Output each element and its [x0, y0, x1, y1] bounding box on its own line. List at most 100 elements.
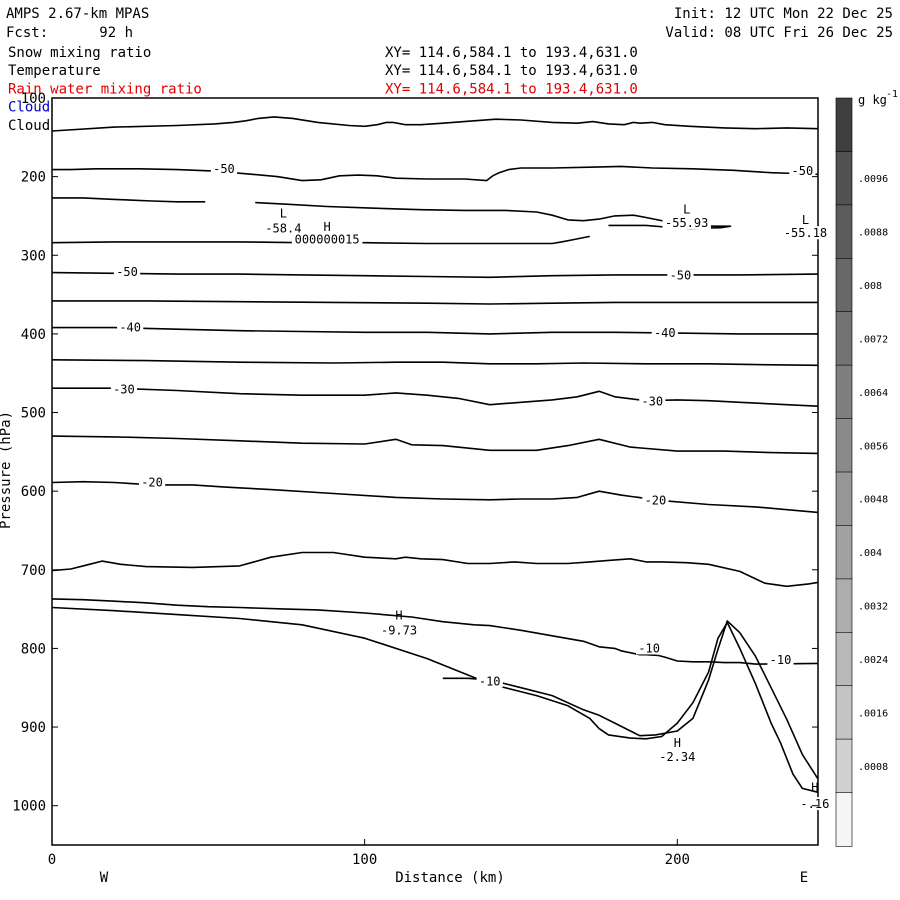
contour-label-bg: [117, 320, 144, 334]
isotherm-contour-c4: [255, 201, 732, 230]
contour-label-bg: [767, 653, 794, 667]
contour-label-bg: [642, 493, 669, 507]
extremum-marker: H: [811, 781, 818, 795]
isotherm-contour-c1: [51, 116, 819, 132]
contour-label-bg: [636, 641, 663, 655]
extremum-marker: L: [280, 207, 287, 221]
colorbar-label: .0096: [858, 174, 888, 185]
colorbar-label: .004: [858, 548, 882, 559]
model-title: AMPS 2.67-km MPAS: [6, 6, 149, 22]
y-tick-label: 300: [21, 248, 46, 264]
isotherm-contour-c5: [51, 235, 590, 245]
contour-label: -50: [792, 164, 814, 178]
x-axis-label: Distance (km): [395, 870, 505, 886]
contour-label: -50: [213, 162, 235, 176]
isotherm-contour-c7: [52, 300, 818, 305]
colorbar-label: .0032: [858, 602, 888, 613]
contour-label-bg: [789, 164, 816, 178]
y-tick-label: 600: [21, 484, 46, 500]
contour-label: -.16: [800, 797, 829, 811]
contour-label: -55.93: [665, 216, 708, 230]
colorbar-label: .0056: [858, 441, 888, 452]
colorbar-swatch: [835, 364, 853, 420]
colorbar-swatch: [835, 204, 853, 260]
contour-label: -10: [638, 641, 660, 655]
contour-label: -40: [119, 321, 141, 335]
field-cross-section-coords: XY= 114.6,584.1 to 193.4,631.0: [385, 45, 638, 61]
contour-label-bg: [138, 475, 166, 489]
contour-label-bg: [210, 161, 238, 175]
contour-label-bg: [378, 623, 420, 637]
isotherm-contour-c11: [51, 435, 819, 455]
contour-label: -20: [645, 494, 667, 508]
colorbar-label: .0016: [858, 708, 888, 719]
isotherm-contour-c10: [52, 387, 819, 407]
contour-label: -50: [670, 269, 692, 283]
extremum-marker: H: [395, 608, 402, 622]
contour-label: -10: [479, 674, 501, 688]
isotherm-contour-c16: [51, 606, 819, 794]
colorbar-swatch: [835, 471, 853, 527]
axes: 100 200 300 400 500 600 700 800 900 1000 0 100 200: [12, 91, 818, 868]
isotherm-contour-c9: [51, 359, 819, 367]
forecast-hours: 92 h: [99, 25, 133, 41]
contour-label: -30: [641, 395, 663, 409]
colorbar-swatch: [835, 578, 853, 634]
valid-time: Valid: 08 UTC Fri 26 Dec 25: [665, 25, 893, 41]
isotherm-contour-c14: [51, 598, 819, 665]
contour-label-bg: [798, 797, 832, 811]
colorbar-label: .008: [858, 281, 882, 292]
contour-label-bg: [476, 674, 503, 688]
colorbar-unit: g kg: [858, 93, 887, 107]
contour-label: 000000015: [295, 233, 360, 247]
contour-label: -40: [654, 326, 676, 340]
contour-label-bg: [110, 382, 138, 396]
contour-label: -20: [141, 476, 163, 490]
contour-label-bg: [262, 221, 304, 235]
forecast-label: Fcst:: [6, 25, 48, 41]
field-cross-section-coords: XY= 114.6,584.1 to 193.4,631.0: [385, 81, 638, 97]
extremum-marker: H: [674, 736, 681, 750]
colorbar-label: .0024: [858, 655, 888, 666]
contour-label-bg: [651, 326, 678, 340]
colorbar-swatch: [835, 311, 853, 366]
colorbar-label: .0048: [858, 495, 888, 506]
extremum-marker: L: [683, 203, 690, 217]
contour-label: -55.18: [784, 226, 827, 240]
colorbar-label: .0064: [858, 388, 888, 399]
contour-label-bg: [662, 216, 711, 230]
init-time: Init: 12 UTC Mon 22 Dec 25: [674, 6, 893, 22]
contour-label-bg: [667, 268, 694, 282]
colorbar-swatch: [835, 525, 853, 580]
contour-label-bg: [781, 226, 830, 240]
field-name: Temperature: [8, 63, 101, 79]
y-tick-label: 500: [21, 406, 46, 422]
y-tick-label: 100: [21, 91, 46, 107]
extremum-marker: H: [324, 220, 331, 234]
contour-label: -10: [770, 653, 792, 667]
colorbar-swatch: [835, 792, 853, 847]
colorbar-swatch: [835, 738, 853, 794]
contour-label: -50: [116, 265, 138, 279]
colorbar-label: .0072: [858, 334, 888, 345]
y-tick-label: 400: [21, 327, 46, 343]
field-name: Snow mixing ratio: [8, 45, 151, 61]
x-tick-label: 200: [665, 852, 690, 868]
isotherm-contour-c2: [52, 165, 819, 182]
field-name: Rain water mixing ratio: [8, 81, 202, 97]
contour-label-bg: [113, 264, 141, 278]
colorbar-swatch: [835, 631, 853, 687]
colorbar-label: .0008: [858, 762, 888, 773]
isotherm-contour-c3: [52, 197, 206, 203]
colorbar: .0096 .0088 .008 .0072 .0064 .0056 .0048 .004 .0…: [835, 97, 888, 847]
contour-label: -30: [113, 383, 135, 397]
colorbar-label: .0088: [858, 228, 888, 239]
colorbar-unit-exponent: -1: [886, 89, 898, 100]
x-tick-label: 100: [352, 852, 377, 868]
contour-label: -58.4: [265, 222, 301, 236]
x-tick-label: 0: [48, 852, 56, 868]
colorbar-swatch: [835, 151, 853, 206]
east-endpoint: E: [800, 870, 808, 886]
colorbar-swatch: [835, 685, 853, 740]
contour-label-bg: [656, 749, 698, 763]
